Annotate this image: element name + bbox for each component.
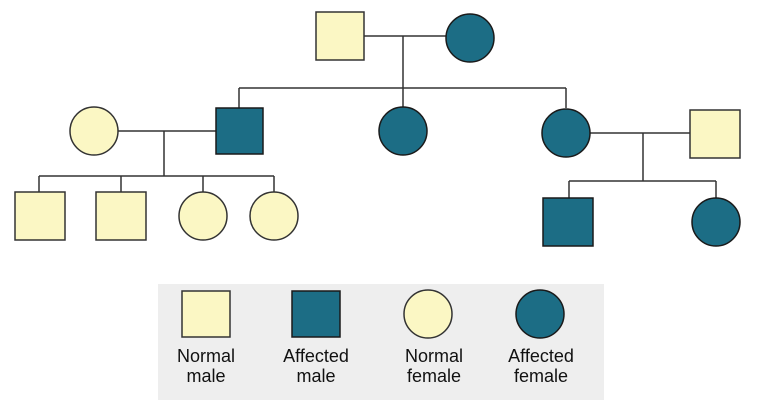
individual-I-1-normal-male — [315, 11, 365, 61]
legend-label-normal-male: Normal male — [176, 346, 235, 386]
legend-affected-female-symbol — [515, 289, 565, 339]
individual-III-4-normal-female — [249, 191, 299, 241]
legend-label-normal-female: Normal female — [404, 346, 463, 386]
individual-II-spouse-1-normal-female — [69, 106, 119, 156]
individual-II-3-affected-female — [541, 108, 591, 158]
individual-II-1-affected-male — [215, 107, 264, 155]
legend-label-affected-female: Affected female — [508, 346, 574, 386]
legend-affected-male-symbol — [291, 290, 341, 338]
individual-III-6-affected-female — [691, 197, 741, 247]
individual-II-spouse-2-normal-male — [689, 109, 741, 159]
individual-III-3-normal-female — [178, 191, 228, 241]
individual-III-2-normal-male — [95, 191, 147, 241]
legend-label-affected-male: Affected male — [283, 346, 349, 386]
individual-III-1-normal-male — [14, 191, 66, 241]
legend-normal-male-symbol — [181, 290, 231, 338]
individual-I-2-affected-female — [445, 13, 495, 63]
individual-III-5-affected-male — [542, 197, 594, 247]
individual-II-2-affected-female — [378, 106, 428, 156]
legend-normal-female-symbol — [403, 289, 453, 339]
